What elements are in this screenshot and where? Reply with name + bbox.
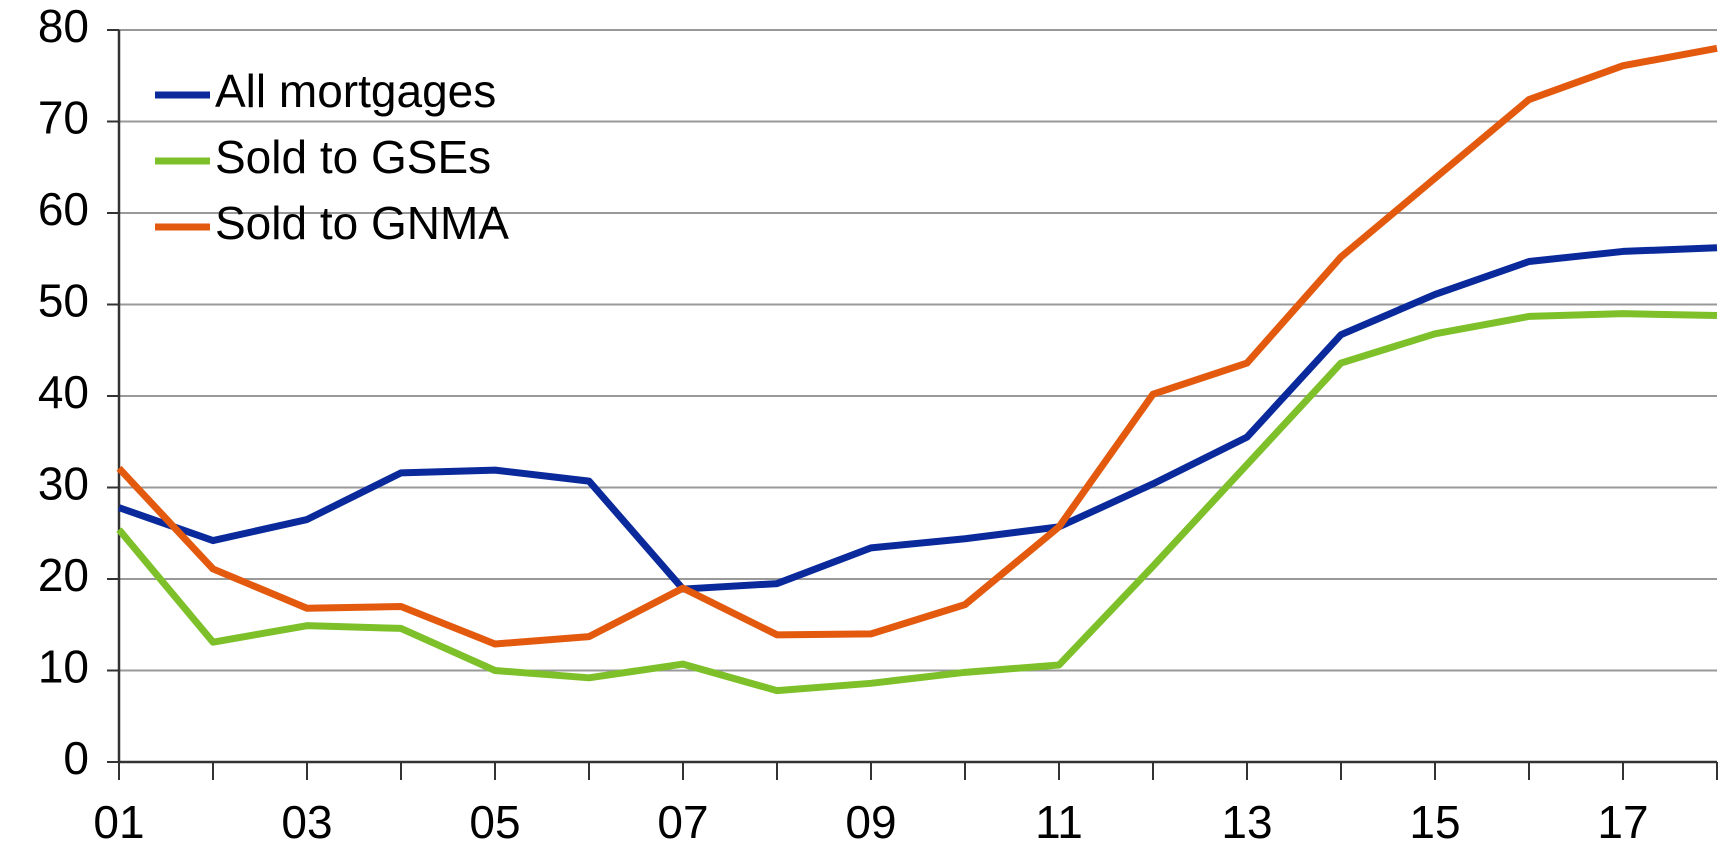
y-tick-label: 60 [38,183,89,235]
y-tick-label: 40 [38,366,89,418]
x-tick-label: 15 [1409,796,1460,848]
y-tick-label: 10 [38,641,89,693]
legend-label: Sold to GSEs [215,131,491,183]
legend-label: Sold to GNMA [215,197,509,249]
series-line [116,44,1718,648]
y-tick-label: 50 [38,275,89,327]
x-tick-label: 17 [1597,796,1648,848]
x-tick-label: 09 [845,796,896,848]
x-tick-label: 01 [93,796,144,848]
y-tick-label: 20 [38,549,89,601]
y-tick-label: 0 [63,732,89,784]
y-tick-label: 80 [38,0,89,52]
x-tick-label: 11 [1035,796,1083,848]
x-tick-label: 07 [657,796,708,848]
x-tick-label: 03 [281,796,332,848]
y-tick-label: 30 [38,458,89,510]
x-tick-label: 05 [469,796,520,848]
x-tick-label: 13 [1221,796,1272,848]
legend-label: All mortgages [215,65,496,117]
series-line [116,310,1718,695]
y-tick-label: 70 [38,92,89,144]
series-line [117,244,1718,593]
